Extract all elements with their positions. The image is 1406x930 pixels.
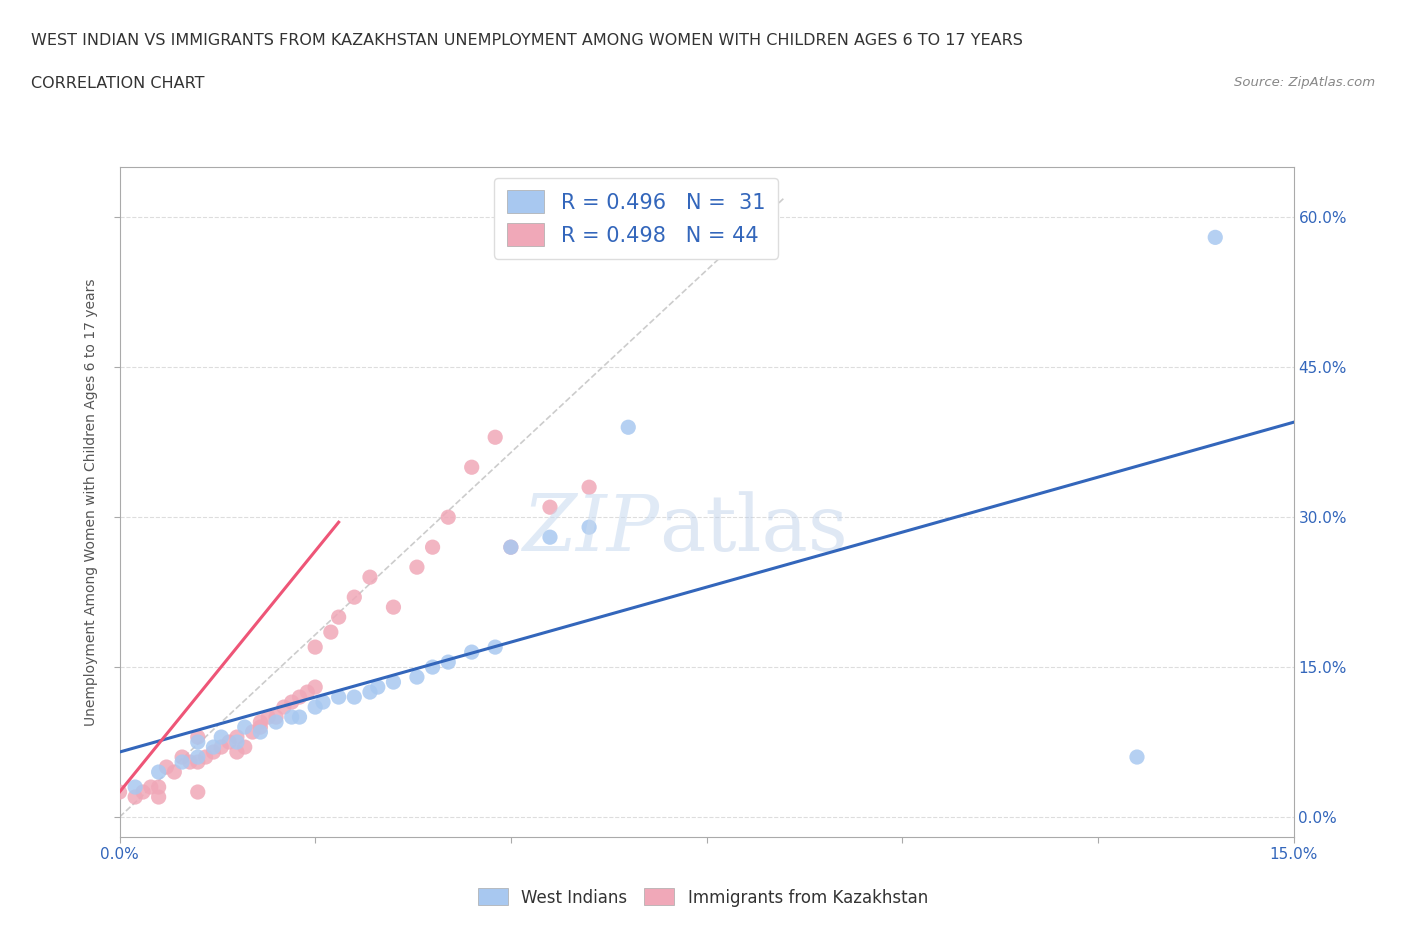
Point (343, 690, 366, 705)
Point (538, 530, 561, 545)
Point (179, 754, 201, 769)
Point (382, 674, 405, 689)
Text: WEST INDIAN VS IMMIGRANTS FROM KAZAKHSTAN UNEMPLOYMENT AMONG WOMEN WITH CHILDREN: WEST INDIAN VS IMMIGRANTS FROM KAZAKHSTA… (31, 33, 1022, 47)
Point (202, 745, 225, 760)
Point (202, 739, 225, 754)
Point (319, 625, 342, 640)
Point (132, 785, 155, 800)
Point (249, 720, 271, 735)
Point (437, 655, 460, 670)
Point (187, 754, 209, 769)
Point (460, 644, 484, 659)
Point (209, 730, 232, 745)
Point (578, 520, 600, 535)
Point (359, 570, 381, 585)
Legend: R = 0.496   N =  31, R = 0.498   N = 44: R = 0.496 N = 31, R = 0.498 N = 44 (495, 178, 778, 259)
Point (280, 695, 302, 710)
Point (249, 714, 271, 729)
Point (209, 739, 232, 754)
Point (578, 480, 600, 495)
Point (225, 735, 249, 750)
Point (264, 714, 287, 729)
Point (304, 699, 326, 714)
Point (249, 724, 271, 739)
Point (312, 695, 335, 710)
Point (422, 539, 444, 554)
Point (148, 764, 170, 779)
Point (280, 710, 302, 724)
Text: CORRELATION CHART: CORRELATION CHART (31, 76, 204, 91)
Point (304, 640, 326, 655)
Point (359, 684, 381, 699)
Point (108, 785, 131, 800)
Point (148, 790, 170, 804)
Point (343, 590, 366, 604)
Point (163, 764, 186, 779)
Point (484, 430, 506, 445)
Point (124, 779, 146, 794)
Point (460, 459, 484, 474)
Point (1204, 230, 1226, 245)
Point (422, 659, 444, 674)
Point (538, 499, 561, 514)
Point (297, 684, 319, 699)
Point (187, 785, 209, 800)
Point (257, 710, 280, 724)
Point (1126, 750, 1149, 764)
Text: Source: ZipAtlas.com: Source: ZipAtlas.com (1234, 76, 1375, 89)
Text: ZIP: ZIP (523, 491, 659, 567)
Point (187, 750, 209, 764)
Point (233, 720, 256, 735)
Point (233, 739, 256, 754)
Point (437, 510, 460, 525)
Point (288, 710, 311, 724)
Point (328, 610, 350, 625)
Point (617, 419, 640, 434)
Point (367, 680, 389, 695)
Point (139, 779, 162, 794)
Point (187, 735, 209, 750)
Point (499, 539, 522, 554)
Point (225, 730, 249, 745)
Point (225, 745, 249, 760)
Y-axis label: Unemployment Among Women with Children Ages 6 to 17 years: Unemployment Among Women with Children A… (84, 278, 98, 726)
Legend: West Indians, Immigrants from Kazakhstan: West Indians, Immigrants from Kazakhstan (471, 882, 935, 913)
Point (406, 560, 429, 575)
Point (194, 750, 217, 764)
Point (172, 754, 194, 769)
Point (382, 600, 405, 615)
Point (328, 690, 350, 705)
Point (484, 640, 506, 655)
Point (218, 735, 240, 750)
Point (406, 670, 429, 684)
Point (288, 690, 311, 705)
Text: atlas: atlas (659, 491, 848, 567)
Point (264, 710, 287, 724)
Point (273, 699, 295, 714)
Point (304, 680, 326, 695)
Point (172, 750, 194, 764)
Point (124, 790, 146, 804)
Point (148, 779, 170, 794)
Point (155, 760, 177, 775)
Point (242, 724, 264, 739)
Point (187, 730, 209, 745)
Point (499, 539, 522, 554)
